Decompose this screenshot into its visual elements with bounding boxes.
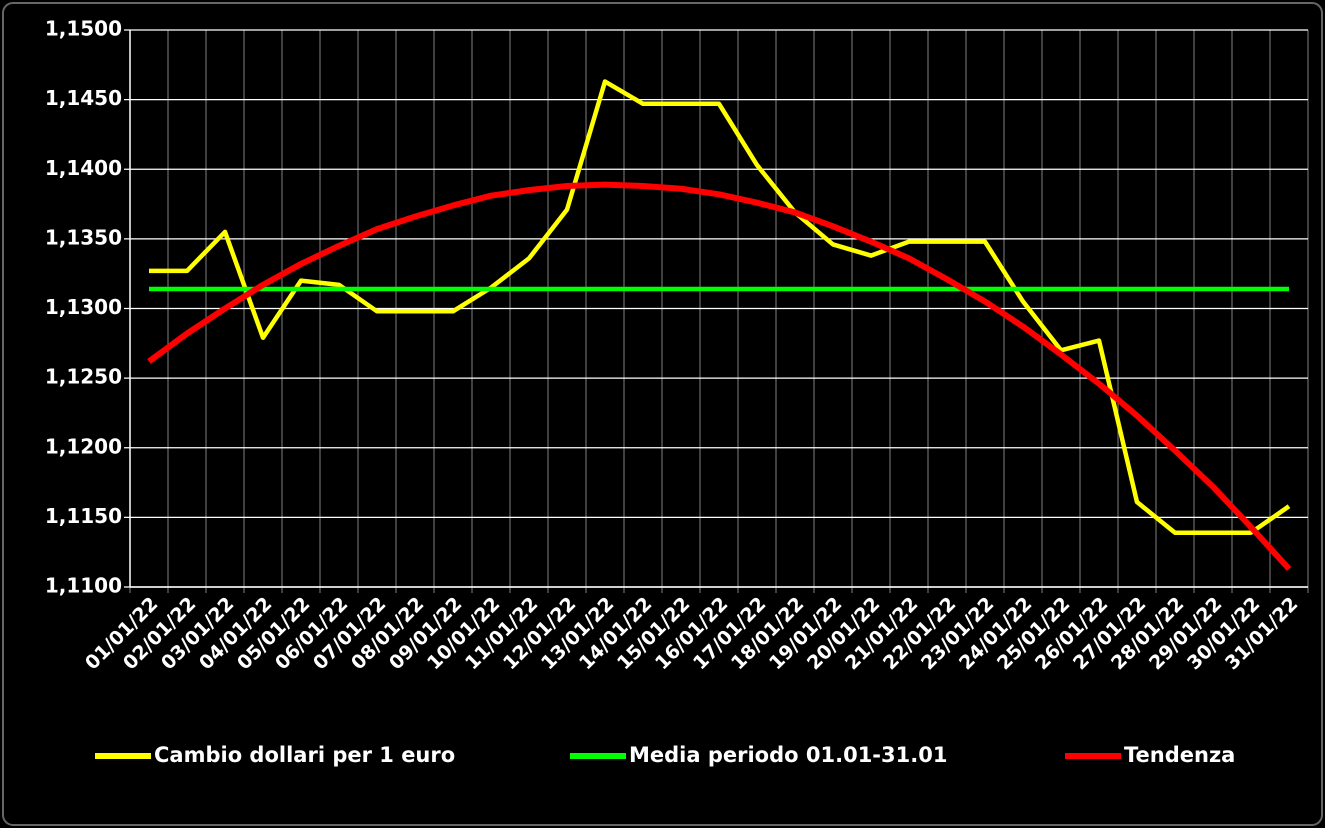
legend-label: Cambio dollari per 1 euro: [154, 743, 455, 767]
legend-label: Media periodo 01.01-31.01: [629, 743, 947, 767]
series-line: [147, 181, 1292, 571]
y-tick-label: 1,1300: [45, 295, 122, 319]
y-tick-label: 1,1250: [45, 365, 122, 389]
y-tick-label: 1,1350: [45, 225, 122, 249]
y-tick-label: 1,1150: [45, 504, 122, 528]
y-tick-label: 1,1100: [45, 574, 122, 598]
series-line: [149, 79, 1291, 535]
y-tick-label: 1,1200: [45, 434, 122, 458]
y-tick-label: 1,1450: [45, 86, 122, 110]
legend-label: Tendenza: [1124, 743, 1235, 767]
y-tick-label: 1,1500: [45, 17, 122, 41]
y-tick-label: 1,1400: [45, 156, 122, 180]
